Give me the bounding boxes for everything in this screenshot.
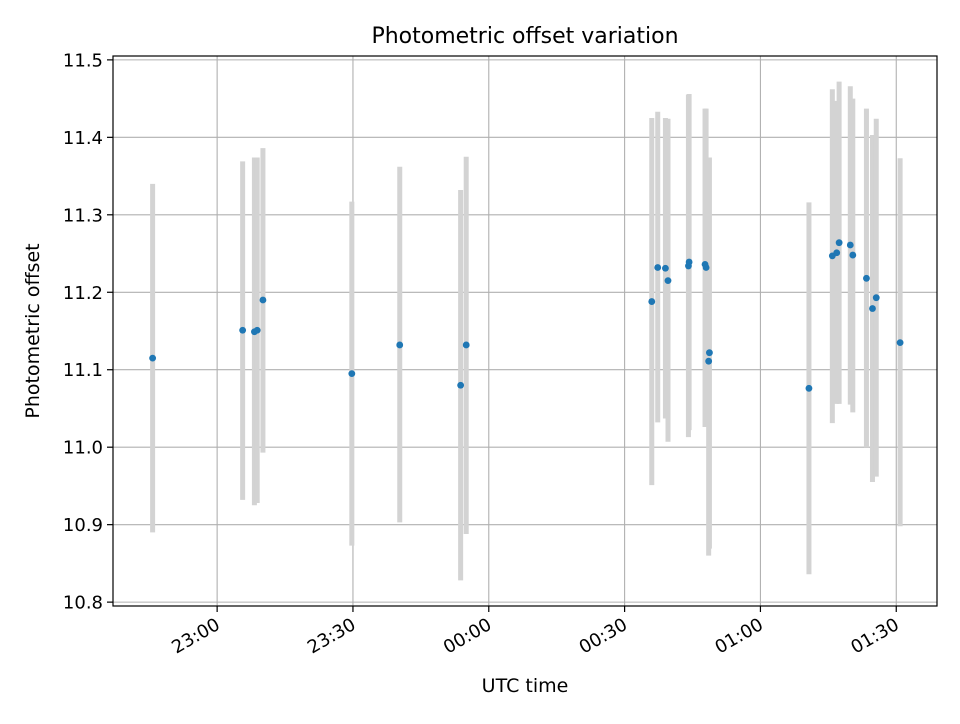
data-point: [685, 258, 693, 266]
data-point: [705, 357, 713, 365]
data-point: [664, 277, 672, 285]
y-tick-label: 11.3: [63, 205, 103, 226]
y-tick-label: 11.4: [63, 128, 103, 149]
y-tick-label: 11.0: [63, 438, 103, 459]
data-point: [239, 326, 247, 334]
data-point: [805, 384, 813, 392]
data-point: [846, 241, 854, 249]
y-tick-label: 11.1: [63, 360, 103, 381]
data-point: [462, 341, 470, 349]
data-point: [706, 349, 713, 357]
data-point: [702, 264, 710, 271]
y-tick-label: 10.8: [63, 593, 103, 614]
y-tick-label: 10.9: [63, 515, 103, 536]
data-point: [149, 354, 157, 362]
data-point: [259, 296, 267, 304]
data-point: [896, 339, 904, 347]
data-points: [149, 239, 904, 392]
y-tick-label: 11.2: [63, 283, 103, 304]
data-point: [654, 264, 662, 271]
data-point: [872, 294, 880, 302]
data-point: [457, 381, 465, 389]
chart-title: Photometric offset variation: [371, 24, 678, 49]
y-tick-label: 11.5: [63, 50, 103, 71]
data-point: [835, 239, 843, 247]
y-axis-ticks: 10.8 10.9 11.0 11.1 11.2 11.3 11.4 11.5: [63, 50, 113, 614]
data-point: [869, 305, 876, 312]
data-point: [863, 274, 870, 282]
data-point: [833, 249, 841, 257]
data-point: [348, 370, 356, 378]
data-point: [396, 341, 404, 349]
plot-area: [113, 56, 937, 606]
data-point: [253, 326, 261, 334]
y-axis-label: Photometric offset: [22, 243, 44, 418]
data-point: [662, 264, 669, 272]
x-axis-label: UTC time: [482, 675, 569, 697]
plot-frame: [112, 55, 938, 607]
data-point: [648, 298, 656, 305]
data-point: [849, 251, 857, 259]
